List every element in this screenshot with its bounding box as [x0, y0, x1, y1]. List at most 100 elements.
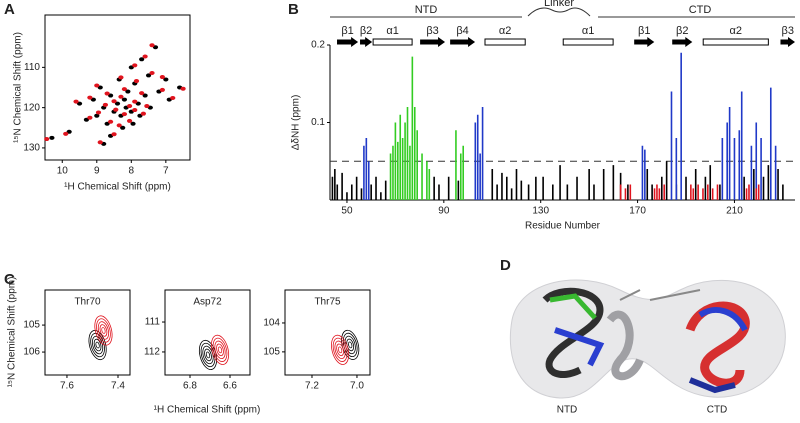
peak [149, 71, 155, 75]
y-tick-label: 111 [145, 317, 161, 328]
peak [94, 113, 100, 118]
bar [702, 188, 704, 200]
bar [360, 188, 363, 200]
bar [624, 188, 627, 200]
bar [653, 188, 656, 200]
bar [726, 122, 728, 200]
bar [409, 145, 411, 200]
bar [767, 165, 770, 200]
contour-peak [94, 315, 113, 346]
bar [367, 161, 370, 200]
bar [370, 184, 372, 200]
bar [426, 161, 428, 200]
segment-label: β4 [456, 25, 468, 37]
contour-ring [348, 341, 353, 349]
bar [438, 184, 440, 200]
bar [346, 192, 348, 200]
contour-ring [198, 339, 218, 370]
segment-label: α1 [582, 25, 594, 37]
y-axis-label: ¹⁵N Chemical Shift (ppm) [13, 32, 24, 143]
bar [709, 165, 712, 200]
peak [159, 87, 165, 92]
x-tick-label: 170 [629, 206, 646, 217]
contour-ring [101, 327, 106, 334]
panel-label: C [4, 271, 15, 288]
peak [126, 104, 133, 109]
x-tick-label: 90 [438, 206, 450, 217]
peak [49, 135, 55, 140]
bar [552, 184, 554, 200]
panel-label: B [288, 1, 299, 18]
bar [355, 176, 358, 200]
bar [602, 169, 605, 200]
contour-ring [205, 351, 211, 359]
bar [384, 180, 387, 200]
bar [527, 184, 530, 200]
x-tick-label: 210 [726, 206, 743, 217]
domain-label: Linker [544, 0, 574, 9]
peak [163, 77, 169, 82]
x-tick-label: 7.2 [305, 381, 319, 392]
bar [392, 145, 394, 200]
domain-label: NTD [415, 4, 438, 16]
contour-ring [95, 341, 100, 349]
bar [334, 169, 336, 200]
segment-label: β3 [426, 25, 438, 37]
bar [462, 145, 465, 200]
strand-arrow [337, 37, 359, 47]
bar [663, 184, 666, 200]
bar [692, 188, 695, 200]
peak [87, 95, 93, 100]
peak [107, 119, 114, 124]
peak [140, 111, 146, 116]
bar [716, 184, 719, 200]
peak [144, 104, 150, 109]
peak [121, 87, 128, 92]
contour-peak [341, 329, 360, 360]
bar [535, 176, 537, 200]
peak [97, 140, 103, 145]
y-tick-label: 120 [23, 102, 40, 113]
bar [401, 138, 404, 200]
bar [769, 87, 772, 200]
segment-label: β2 [360, 25, 372, 37]
y-tick-label: 130 [23, 143, 40, 154]
structure-label: NTD [557, 405, 578, 416]
bar [505, 176, 508, 200]
contour-peak [198, 339, 218, 370]
bar [690, 184, 692, 200]
bar [566, 184, 569, 200]
peak [104, 91, 110, 96]
bar [658, 188, 661, 200]
x-axis-label: ¹H Chemical Shift (ppm) [154, 405, 261, 416]
bar [416, 130, 418, 200]
peak [139, 57, 145, 62]
bar [457, 180, 460, 200]
bar [728, 107, 731, 200]
bar [651, 184, 653, 200]
contour-ring [90, 332, 105, 358]
strand-arrow [780, 37, 795, 47]
contour-ring [341, 329, 360, 360]
bar [341, 172, 343, 200]
peak [94, 83, 100, 88]
strand-arrow [360, 37, 373, 47]
bar [421, 153, 423, 200]
bar [336, 184, 339, 200]
bar [331, 176, 334, 200]
x-tick-label: 7.0 [350, 381, 364, 392]
x-axis-label: Residue Number [525, 221, 601, 232]
bar [397, 141, 399, 200]
x-tick-label: 6.6 [223, 381, 237, 392]
peak [121, 112, 128, 117]
bar [474, 122, 477, 200]
bar [627, 184, 629, 200]
y-tick-label: 104 [263, 318, 280, 329]
y-tick-label: 112 [144, 347, 160, 358]
contour-ring [94, 315, 113, 346]
bar [740, 91, 743, 200]
segment-label: β1 [638, 25, 650, 37]
peak [111, 99, 117, 104]
strand-arrow [672, 37, 693, 47]
contour-ring [331, 334, 350, 365]
